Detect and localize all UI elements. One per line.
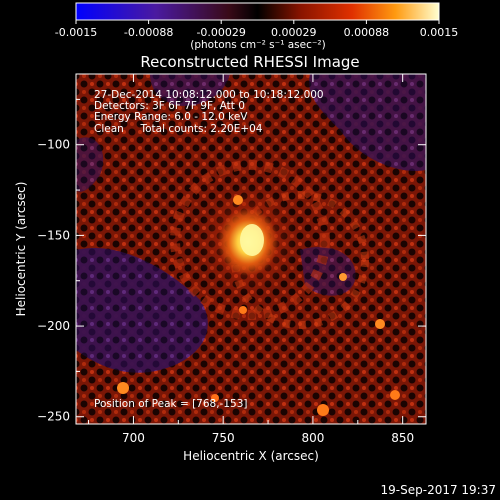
colorbar-tick-label: 0.00088 [344, 26, 390, 39]
colorbar-ticks [75, 20, 440, 24]
x-tick-label: 850 [391, 431, 414, 445]
y-tick-label: −100 [37, 138, 70, 152]
x-tick-label: 700 [122, 431, 145, 445]
x-axis-ticks: 700 750 800 850 [88, 74, 414, 445]
y-axis-ticks: −100 −150 −200 −250 [37, 98, 426, 424]
info-time: 27-Dec-2014 10:08:12.000 to 10:18:12.000 [94, 89, 324, 101]
colorbar-units: (photons cm⁻² s⁻¹ asec⁻²) [190, 39, 325, 51]
y-tick-label: −150 [37, 228, 70, 242]
rhessi-image [76, 74, 426, 424]
info-detectors: Detectors: 3F 6F 7F 9F, Att 0 [94, 100, 245, 112]
plot-title: Reconstructed RHESSI Image [140, 53, 359, 71]
x-tick-label: 750 [212, 431, 235, 445]
colorbar-tick-label: 0.0015 [420, 26, 459, 39]
peak-position: Position of Peak = [768,-153] [94, 398, 248, 410]
y-tick-label: −250 [37, 410, 70, 424]
colorbar-tick-label: -0.0015 [55, 26, 97, 39]
colorbar-tick-label: -0.00088 [124, 26, 173, 39]
timestamp: 19-Sep-2017 19:37 [381, 483, 496, 497]
y-axis-label: Heliocentric Y (arcsec) [14, 182, 28, 317]
colorbar [75, 2, 440, 21]
info-clean: Clean Total counts: 2.20E+04 [94, 123, 263, 135]
x-tick-label: 800 [301, 431, 324, 445]
colorbar-tick-label: -0.00029 [196, 26, 245, 39]
info-energy: Energy Range: 6.0 - 12.0 keV [94, 111, 248, 123]
y-tick-label: −200 [37, 319, 70, 333]
colorbar-tick-label: 0.00029 [271, 26, 317, 39]
x-axis-label: Heliocentric X (arcsec) [183, 449, 319, 463]
colorbar-tick-labels: -0.0015 -0.00088 -0.00029 0.00029 0.00088 0.0… [55, 26, 458, 39]
plot-frame [75, 73, 427, 425]
